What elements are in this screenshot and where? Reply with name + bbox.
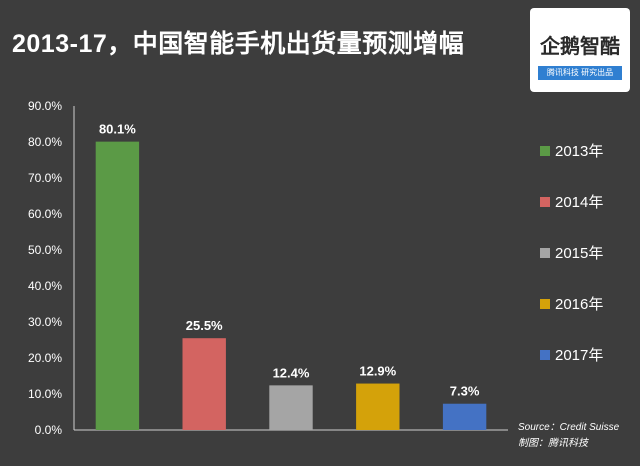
logo-subtext-bar bbox=[538, 66, 622, 80]
bar-value-label: 80.1% bbox=[99, 122, 136, 137]
source-note: Source：Credit Suisse bbox=[518, 422, 620, 433]
credit-note: 制图：腾讯科技 bbox=[518, 438, 588, 449]
bar bbox=[95, 141, 140, 430]
y-tick-label: 0.0% bbox=[35, 423, 63, 437]
bar bbox=[182, 338, 226, 430]
legend-swatch bbox=[540, 248, 550, 258]
legend-swatch bbox=[540, 146, 550, 156]
y-tick-label: 50.0% bbox=[28, 243, 62, 257]
y-tick-label: 60.0% bbox=[28, 207, 62, 221]
y-tick-label: 90.0% bbox=[28, 99, 62, 113]
y-tick-label: 30.0% bbox=[28, 315, 62, 329]
legend-label: 2015年 bbox=[555, 245, 603, 262]
bar bbox=[356, 383, 400, 430]
legend-label: 2014年 bbox=[555, 194, 603, 211]
y-tick-label: 40.0% bbox=[28, 279, 62, 293]
legend-label: 2016年 bbox=[555, 296, 603, 313]
y-tick-label: 80.0% bbox=[28, 135, 62, 149]
bar-value-label: 25.5% bbox=[186, 318, 223, 333]
bar-value-label: 12.4% bbox=[273, 365, 310, 380]
legend-label: 2017年 bbox=[555, 347, 603, 364]
brand-logo: 企鹅智酷 腾讯科技 研究出品 bbox=[530, 8, 630, 92]
bar-value-label: 7.3% bbox=[450, 384, 480, 399]
legend-swatch bbox=[540, 350, 550, 360]
bar bbox=[269, 385, 313, 430]
y-tick-label: 10.0% bbox=[28, 387, 62, 401]
bar bbox=[442, 403, 487, 430]
logo-text: 企鹅智酷 bbox=[540, 36, 620, 58]
y-tick-label: 20.0% bbox=[28, 351, 62, 365]
legend-label: 2013年 bbox=[555, 143, 603, 160]
legend-swatch bbox=[540, 299, 550, 309]
logo-subtext: 腾讯科技 研究出品 bbox=[546, 68, 614, 77]
bar-value-label: 12.9% bbox=[359, 364, 396, 379]
y-tick-label: 70.0% bbox=[28, 171, 62, 185]
legend-swatch bbox=[540, 197, 550, 207]
chart-title: 2013-17，中国智能手机出货量预测增幅 bbox=[12, 30, 465, 58]
